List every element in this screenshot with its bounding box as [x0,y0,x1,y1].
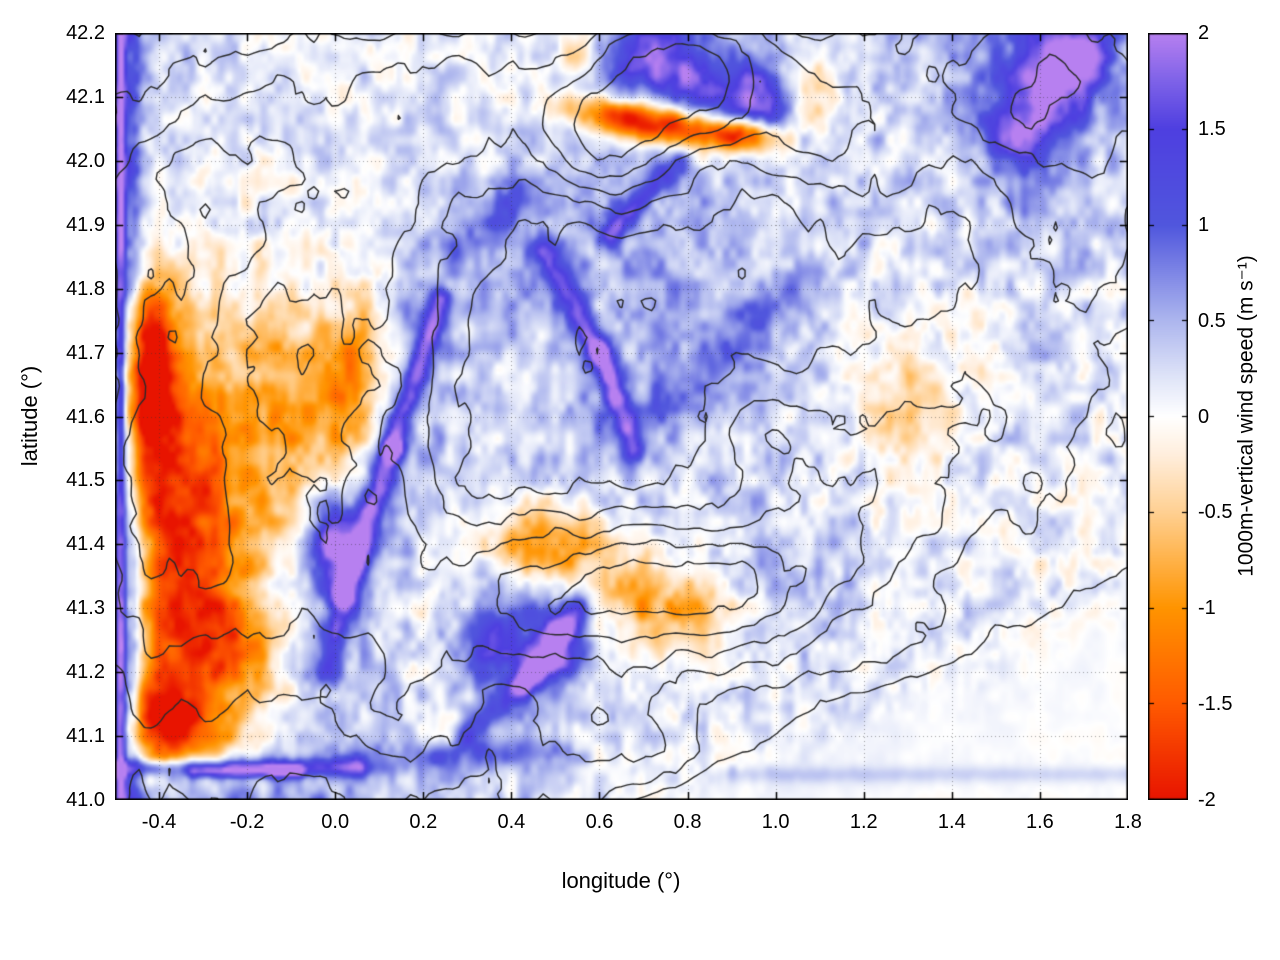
colorbar-tick-label: -2 [1198,789,1216,811]
x-tick-label: -0.4 [141,811,177,833]
x-tick-label: 1.8 [1114,811,1142,833]
x-tick-label: -0.2 [229,811,265,833]
colorbar-tick-label: -1 [1198,597,1216,620]
y-tick-label: 42.1 [66,85,105,108]
y-tick-label: 41.7 [66,341,105,364]
y-tick-label: 41.3 [66,597,105,620]
colorbar-tick-label: 1 [1198,213,1210,236]
x-tick-label: 1.4 [937,811,966,833]
x-tick-label: 1.0 [761,811,790,833]
colorbar-tick-label: -1.5 [1198,693,1233,716]
colorbar-tick-label: 0.5 [1198,309,1226,332]
colorbar-canvas [1148,33,1188,800]
y-tick-label: 41.9 [66,213,105,236]
x-axis-label: longitude (°) [561,868,681,893]
x-tick-label: 0.8 [673,811,702,833]
colorbar-tick-label: 0 [1198,405,1210,428]
x-tick-label: 0.0 [321,811,350,833]
y-tick-label: 41.1 [66,725,105,748]
y-tick-label: 41.2 [66,661,105,684]
axes-frame-canvas [115,33,1128,800]
y-tick-label: 41.5 [66,469,105,492]
colorbar-tick-label: 1.5 [1198,117,1226,140]
y-tick-label: 41.0 [66,789,105,811]
colorbar-tick-label: -0.5 [1198,501,1233,524]
y-tick-label: 41.8 [66,277,105,300]
x-tick-label: 0.6 [585,811,614,833]
y-tick-label: 42.0 [66,149,105,172]
y-tick-label: 42.2 [66,22,105,44]
y-tick-label: 41.4 [66,533,105,556]
x-tick-label: 1.6 [1026,811,1054,833]
x-tick-label: 0.2 [409,811,438,833]
x-tick-label: 1.2 [849,811,878,833]
colorbar-label: 1000m-vertical wind speed (m s⁻¹) [1234,255,1258,577]
x-tick-label: 0.4 [497,811,526,833]
colorbar-tick-label: 2 [1198,22,1210,44]
y-tick-label: 41.6 [66,405,105,428]
